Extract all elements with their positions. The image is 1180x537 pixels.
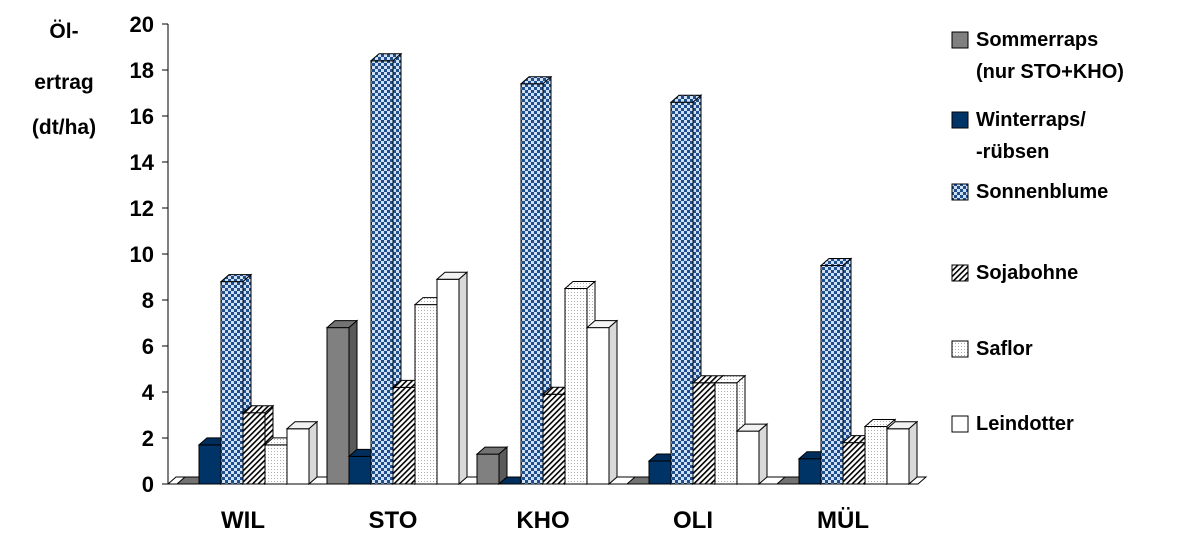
bar-front [820, 265, 844, 485]
bar-front [586, 327, 610, 485]
bar-side [308, 420, 318, 486]
bar-front [392, 386, 416, 485]
y-tick-label: 20 [130, 12, 154, 37]
bar [369, 52, 403, 486]
bar-front [286, 428, 310, 485]
legend-label: Leindotter [976, 413, 1074, 435]
bar-front [842, 442, 866, 485]
bar-front [714, 382, 738, 485]
bar-side [908, 420, 918, 486]
legend-swatch [951, 183, 969, 201]
bar [435, 271, 469, 486]
bar [325, 319, 359, 486]
bar-front [436, 278, 460, 485]
bar [475, 445, 509, 486]
bar-front [220, 281, 244, 485]
x-tick-label: MÜL [817, 507, 869, 534]
bar-front [564, 288, 588, 485]
legend-label: Sommerraps [976, 29, 1098, 51]
bar [285, 420, 319, 486]
bar-front [692, 382, 716, 485]
bar-front [414, 304, 438, 485]
bar-front [648, 460, 672, 485]
x-tick-label: STO [369, 507, 418, 534]
legend: Sommerraps (nur STO+KHO) Winterraps/ -rübse… [951, 29, 1124, 435]
y-axis-title-line: Öl- [49, 20, 78, 43]
y-axis: 0 2 4 6 8 10 12 14 16 18 20 [130, 12, 169, 497]
bar-layer [175, 52, 919, 486]
y-tick-label: 6 [142, 334, 154, 359]
bar-side [458, 271, 468, 486]
legend-label: Winterraps/ [976, 109, 1086, 131]
legend-label: Saflor [976, 338, 1033, 360]
y-tick-label: 18 [130, 58, 154, 83]
bar [735, 422, 769, 486]
bar-front [864, 426, 888, 485]
legend-swatch [951, 264, 969, 282]
bar [519, 75, 553, 486]
bar-front [326, 327, 350, 485]
bar [819, 257, 853, 486]
y-tick-label: 12 [130, 196, 154, 221]
legend-label: (nur STO+KHO) [976, 61, 1124, 83]
y-tick-label: 14 [130, 150, 155, 175]
legend-item: Sonnenblume [951, 181, 1108, 203]
legend-item: Sommerraps (nur STO+KHO) [951, 29, 1124, 83]
y-axis-title-line: (dt/ha) [32, 116, 96, 139]
bar-front [736, 430, 760, 485]
y-tick-label: 16 [130, 104, 154, 129]
bar-front [264, 444, 288, 485]
bar-front [798, 458, 822, 485]
bar [885, 420, 919, 486]
bar-front [242, 412, 266, 485]
bar-front [670, 101, 694, 485]
legend-swatch [951, 415, 969, 433]
y-tick-label: 10 [130, 242, 154, 267]
bar-front [348, 455, 372, 485]
legend-item: Saflor [951, 338, 1033, 360]
legend-label: -rübsen [976, 141, 1049, 163]
bar-front [520, 83, 544, 485]
legend-swatch [951, 111, 969, 129]
legend-label: Sojabohne [976, 262, 1078, 284]
bar-side [608, 319, 618, 486]
y-axis-title-line: ertrag [34, 71, 94, 94]
x-tick-label: WIL [221, 507, 265, 534]
bar-front [370, 60, 394, 485]
bar-side [758, 422, 768, 486]
bar [585, 319, 619, 486]
bar-front [542, 393, 566, 485]
y-tick-label: 4 [142, 380, 155, 405]
y-tick-label: 8 [142, 288, 154, 313]
legend-label: Sonnenblume [976, 181, 1108, 203]
legend-item: Winterraps/ -rübsen [951, 109, 1086, 163]
bar-front [198, 444, 222, 485]
bar-front [476, 453, 500, 485]
x-tick-label: KHO [516, 507, 569, 534]
x-tick-label: OLI [673, 507, 713, 534]
legend-item: Leindotter [951, 413, 1074, 435]
bar-front [886, 428, 910, 485]
legend-swatch [951, 340, 969, 358]
y-tick-label: 2 [142, 426, 154, 451]
legend-swatch [951, 31, 969, 49]
y-axis-title: Öl-ertrag (dt/ha) [32, 20, 96, 139]
legend-item: Sojabohne [951, 262, 1078, 284]
x-axis-labels: WIL STO KHO OLI MÜL [221, 507, 869, 534]
y-tick-label: 0 [142, 472, 154, 497]
